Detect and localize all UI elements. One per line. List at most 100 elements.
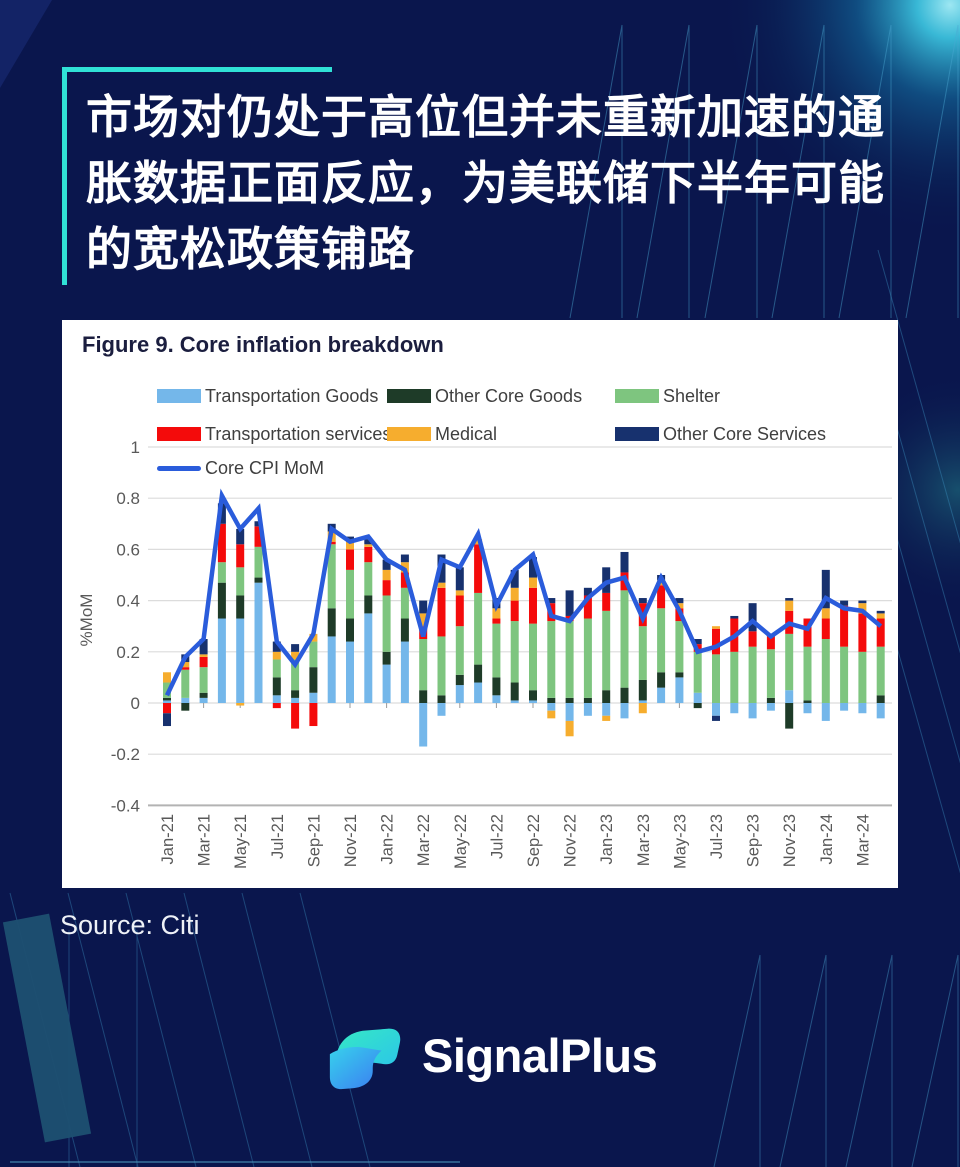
bar-segment [437, 582, 446, 588]
bar-segment [638, 626, 647, 680]
headline-accent-bar [62, 67, 332, 72]
bar-segment [181, 669, 190, 698]
bar-segment [638, 703, 647, 714]
bar-segment [748, 646, 757, 703]
legend-swatch [615, 389, 659, 403]
bar-segment [291, 697, 300, 703]
bar-segment [876, 646, 885, 696]
bar-segment [272, 703, 281, 709]
legend-item: Medical [387, 424, 497, 444]
bar-segment [693, 639, 702, 645]
bar-segment [620, 551, 629, 573]
bar-segment [217, 503, 226, 524]
bar-segment [712, 703, 720, 716]
bar-segment [766, 703, 775, 711]
bar-segment [419, 690, 428, 703]
corner-triangle-top-left [0, 0, 52, 88]
bar-segment [712, 628, 720, 655]
legend-item-label: Other Core Goods [435, 385, 583, 406]
bar-segment [583, 697, 592, 703]
diagonal-lines-bottom-right [713, 954, 959, 1167]
bar-segment [602, 715, 611, 721]
bar-segment [327, 541, 336, 545]
bar-segment [657, 672, 666, 688]
bar-segment [858, 600, 867, 604]
bar-segment [602, 703, 611, 716]
bar-segment [876, 613, 885, 619]
bar-segment [583, 618, 592, 698]
bar-segment [346, 641, 354, 703]
y-axis-title: %MoM [77, 594, 96, 647]
bar-segment [840, 646, 849, 703]
bar-segment [455, 685, 464, 703]
bar-segment [327, 636, 336, 703]
svg-text:Mar-21: Mar-21 [196, 814, 214, 866]
svg-text:Nov-21: Nov-21 [342, 814, 360, 867]
legend-swatch [615, 427, 659, 441]
chart-svg: 1 0.8 0.6 0.4 0.2 0 -0.2 -0.4 %MoM Jan-21 Mar-21 Ma… [77, 438, 892, 869]
bar-segment [199, 639, 208, 655]
bar-segment [217, 562, 226, 583]
bar-segment [291, 690, 300, 698]
bar-segment [529, 690, 537, 701]
bar-segment [400, 618, 409, 642]
svg-text:1: 1 [131, 438, 140, 457]
svg-text:May-22: May-22 [452, 814, 470, 869]
bar-segment [163, 697, 171, 701]
bar-segment [272, 651, 281, 660]
legend-item: Transportation Goods [157, 385, 379, 406]
svg-text:Nov-22: Nov-22 [562, 814, 580, 867]
bar-segment [675, 677, 684, 703]
bar-segment [712, 626, 720, 629]
legend-swatch [387, 427, 431, 441]
bar-segment [675, 672, 684, 678]
bar-segment [309, 667, 318, 693]
bar-segment [638, 679, 647, 701]
bar-segment [821, 608, 830, 619]
svg-text:0.2: 0.2 [116, 643, 140, 662]
bar-segment [876, 695, 885, 703]
bar-segment [382, 651, 391, 665]
bar-segment [272, 659, 281, 678]
legend-item: Other Core Services [615, 424, 826, 444]
bar-segment [236, 595, 245, 619]
bar-segment [766, 636, 775, 650]
bar-segment [529, 587, 537, 624]
bar-segment [199, 697, 208, 703]
bar-segment [657, 608, 666, 673]
bar-segment [492, 695, 501, 703]
svg-text:Jul-22: Jul-22 [488, 814, 506, 859]
bar-segment [199, 692, 208, 698]
svg-text:Sep-22: Sep-22 [525, 814, 543, 867]
bar-segment [693, 703, 702, 709]
bar-segment [419, 703, 428, 747]
x-axis-labels: Jan-21 Mar-21 May-21 Jul-21 Sep-21 Nov-21 Jan-… [159, 703, 872, 869]
svg-text:0.8: 0.8 [116, 489, 140, 508]
bar-segment [821, 703, 830, 721]
bar-segment [657, 585, 666, 609]
bar-segment [254, 582, 263, 703]
bar-segment [766, 649, 775, 698]
bar-segment [217, 523, 226, 563]
bar-segment [675, 603, 684, 609]
svg-text:Jul-23: Jul-23 [708, 814, 726, 859]
bar-segment [400, 572, 409, 588]
bar-segment [492, 677, 501, 696]
bar-segment [346, 541, 354, 550]
legend-item-label: Transportation Goods [205, 385, 379, 406]
bar-segment [510, 700, 519, 703]
bar-segment [492, 623, 501, 678]
chart-legend: Transportation Goods Other Core Goods Shel… [62, 320, 898, 490]
bar-segment [400, 554, 409, 563]
gridlines: 1 0.8 0.6 0.4 0.2 0 -0.2 -0.4 [111, 438, 892, 815]
bar-segment [693, 692, 702, 703]
bar-segment [803, 646, 812, 701]
bar-segment [474, 664, 483, 683]
bar-segment [675, 621, 684, 673]
bar-segment [602, 690, 611, 703]
bar-segment [785, 633, 794, 691]
bar-segment [163, 703, 171, 714]
bar-segment [876, 618, 885, 647]
bar-segment [821, 569, 830, 609]
bar-segment [364, 595, 373, 614]
